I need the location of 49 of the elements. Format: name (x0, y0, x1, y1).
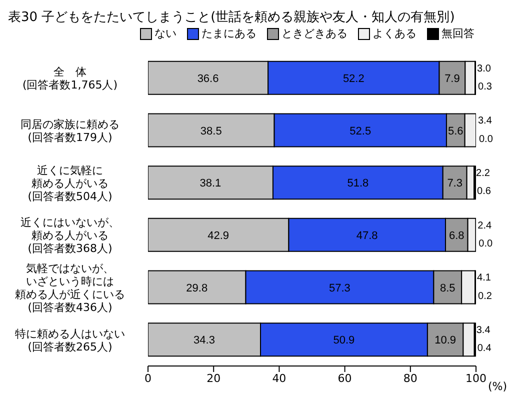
data-label: 0.6 (477, 186, 492, 198)
legend-label: ときどきある (282, 26, 348, 41)
data-label: 29.8 (186, 282, 208, 294)
data-label: 7.3 (447, 178, 462, 190)
data-label: 34.3 (194, 334, 215, 347)
legend-label: よくある (372, 26, 416, 41)
data-label: 4.1 (477, 272, 492, 284)
data-label: 51.8 (347, 178, 369, 190)
data-label: 6.8 (449, 230, 464, 242)
x-tick-label: 80 (403, 372, 418, 385)
data-label: 2.4 (478, 220, 492, 232)
y-tick-label: 特に頼める人はいない(回答者数265人) (15, 327, 125, 354)
x-tick-label: 40 (272, 372, 286, 385)
data-label: 0.0 (478, 238, 494, 250)
data-label: 0.0 (479, 134, 494, 145)
data-label: 50.9 (333, 334, 355, 347)
data-label: 38.1 (200, 178, 222, 190)
data-label: 2.2 (476, 168, 490, 179)
y-tick-label: 気軽ではないが、いざという時には頼める人が近くにいる(回答者数436人) (15, 262, 125, 314)
data-label: 0.3 (478, 81, 492, 92)
x-tick-label: 100 (466, 372, 486, 385)
y-tick-label: 全 体(回答者数1,765人) (22, 66, 118, 92)
data-label: 52.2 (342, 72, 364, 85)
x-tick-label: 0 (144, 372, 152, 385)
data-label: 8.5 (440, 282, 456, 294)
data-label: 42.9 (208, 230, 230, 242)
data-label: 3.0 (477, 63, 492, 74)
data-label: 52.5 (350, 125, 372, 138)
data-label: 0.4 (477, 343, 492, 354)
data-label: 36.6 (197, 72, 219, 85)
data-label: 5.6 (448, 125, 464, 138)
y-tick-label: 近くにはいないが、頼める人がいる(回答者数368人) (20, 216, 120, 256)
x-axis-title: (%) (488, 380, 508, 393)
legend-label: たまにある (202, 26, 256, 41)
data-label: 0.2 (478, 290, 492, 302)
y-tick-label: 近くに気軽に頼める人がいる(回答者数504人) (28, 164, 112, 203)
x-tick-label: 60 (338, 372, 352, 385)
legend-label: ない (154, 26, 176, 41)
legend-label: 無回答 (442, 26, 474, 41)
data-label: 3.4 (478, 116, 492, 127)
x-tick-label: 20 (206, 372, 221, 385)
data-label: 47.8 (356, 230, 378, 242)
data-label: 10.9 (434, 334, 456, 347)
chart-title: 表30 子どもをたたいてしまうこと(世話を頼める親族や友人・知人の有無別) (8, 9, 456, 26)
y-tick-label: 同居の家族に頼める(回答者数179人) (20, 118, 120, 144)
data-label: 7.9 (444, 72, 460, 85)
data-label: 3.4 (476, 324, 491, 336)
data-label: 38.5 (200, 125, 222, 138)
data-label: 57.3 (329, 282, 350, 294)
